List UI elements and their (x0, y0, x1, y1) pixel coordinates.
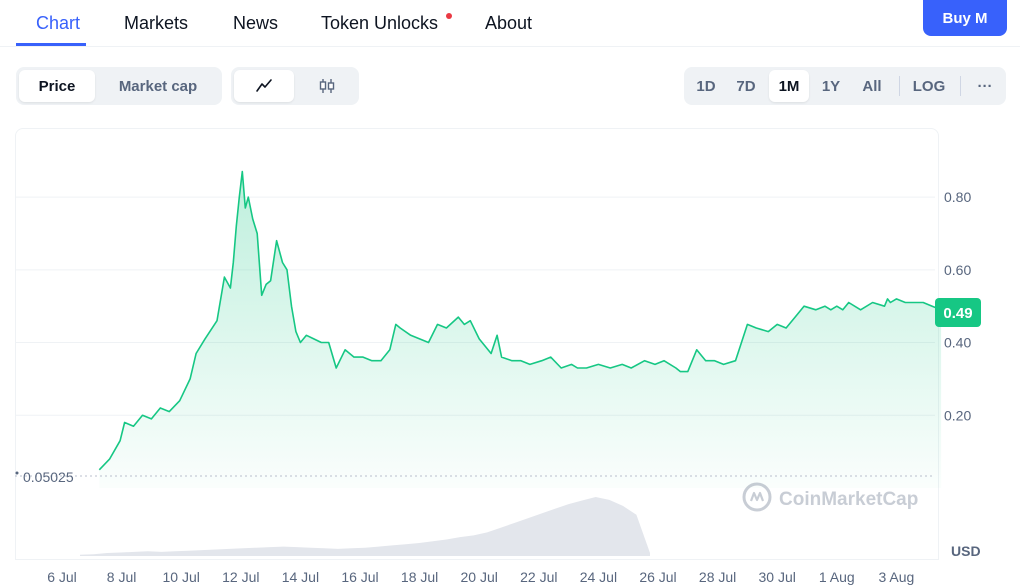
market-cap-toggle-button[interactable]: Market cap (118, 77, 198, 95)
watermark: CoinMarketCap (742, 482, 918, 512)
x-tick-label: 10 Jul (163, 569, 200, 585)
range-1d-button[interactable]: 1D (696, 77, 716, 95)
x-tick-label: 30 Jul (759, 569, 796, 585)
price-badge-background (935, 298, 981, 327)
x-tick-label: 12 Jul (222, 569, 259, 585)
watermark-text: CoinMarketCap (779, 489, 918, 510)
range-divider (899, 76, 900, 96)
range-7d-button[interactable]: 7D (736, 77, 756, 95)
price-toggle-button[interactable]: Price (19, 70, 95, 102)
tab-markets[interactable]: Markets (124, 13, 189, 33)
candlestick-icon (319, 79, 335, 93)
x-tick-label: 22 Jul (520, 569, 557, 585)
price-badge: 0.49 (935, 298, 981, 327)
currency-label: USD (951, 543, 981, 559)
x-tick-label: 1 Aug (819, 569, 855, 585)
buy-button[interactable]: Buy M (923, 0, 1007, 36)
coinmarketcap-logo-icon (742, 482, 772, 512)
candlestick-chart-button[interactable] (297, 70, 357, 102)
chart-style-toggle (231, 67, 359, 105)
x-tick-label: 20 Jul (461, 569, 498, 585)
y-tick-label: 0.80 (944, 189, 971, 205)
range-1m-button[interactable]: 1M (769, 70, 809, 102)
tab-bar: Chart Markets News Token Unlocks About (0, 0, 1020, 47)
x-tick-label: 3 Aug (878, 569, 914, 585)
range-divider (960, 76, 961, 96)
price-area-fill (99, 171, 942, 488)
range-1y-button[interactable]: 1Y (821, 77, 841, 95)
x-tick-label: 14 Jul (282, 569, 319, 585)
tab-token-unlocks[interactable]: Token Unlocks (321, 13, 439, 33)
volume-area (80, 497, 650, 556)
notification-dot (446, 13, 452, 19)
tab-about[interactable]: About (485, 13, 533, 33)
y-tick-label: 0.20 (944, 407, 971, 423)
tab-chart[interactable]: Chart (36, 13, 81, 33)
y-tick-label: 0.60 (944, 262, 971, 278)
time-range-selector: 1D 7D 1M 1Y All LOG ··· (684, 67, 1006, 105)
x-tick-label: 18 Jul (401, 569, 438, 585)
line-chart-button[interactable] (234, 70, 294, 102)
x-tick-label: 16 Jul (341, 569, 378, 585)
active-tab-indicator (16, 43, 86, 46)
open-price-label: 0.05025 (23, 469, 74, 485)
y-tick-label: 0.40 (944, 335, 971, 351)
x-tick-label: 8 Jul (107, 569, 137, 585)
price-line (98, 170, 942, 471)
x-tick-label: 28 Jul (699, 569, 736, 585)
metric-toggle: Price Market cap (16, 67, 222, 105)
x-tick-label: 24 Jul (580, 569, 617, 585)
x-tick-label: 6 Jul (47, 569, 77, 585)
open-price-marker (15, 471, 19, 475)
range-all-button[interactable]: All (862, 77, 882, 95)
more-options-button[interactable]: ··· (977, 77, 993, 95)
tab-news[interactable]: News (233, 13, 279, 33)
current-price-value: 0.49 (943, 305, 972, 322)
x-tick-label: 26 Jul (639, 569, 676, 585)
line-chart-icon (256, 79, 272, 92)
log-scale-button[interactable]: LOG (912, 77, 946, 95)
